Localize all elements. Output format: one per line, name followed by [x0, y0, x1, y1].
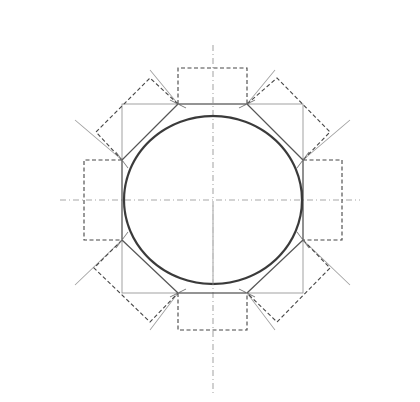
panel-bottom-left	[93, 239, 179, 323]
panel-top	[177, 67, 248, 104]
diagonal-line-3	[74, 119, 123, 161]
vertex-ticks	[115, 99, 310, 298]
dashed-side-panels	[83, 67, 343, 331]
octagon-outline	[121, 103, 304, 294]
vertex-tick-4	[296, 151, 310, 169]
panel-top-left	[95, 77, 179, 161]
diagonal-line-1	[149, 69, 179, 105]
panel-left	[83, 159, 122, 241]
panel-top-right	[246, 77, 331, 161]
vertex-tick-5	[115, 231, 129, 249]
vertex-tick-3	[115, 151, 129, 169]
diagonal-line-6	[302, 239, 351, 286]
diagonal-line-8	[246, 292, 276, 331]
diagonal-line-7	[149, 292, 179, 331]
vertex-tick-7	[169, 288, 187, 298]
vertex-tick-8	[238, 288, 256, 298]
construction-axes	[60, 45, 360, 395]
vertex-tick-6	[296, 231, 310, 249]
diagonal-line-2	[246, 69, 276, 105]
vertex-tick-2	[238, 99, 256, 109]
diagonal-construction-lines	[74, 69, 351, 331]
diagonal-line-5	[74, 239, 123, 286]
panel-right	[303, 159, 343, 241]
panel-bottom	[177, 293, 248, 331]
vertex-tick-1	[169, 99, 187, 109]
diagonal-line-4	[302, 119, 351, 161]
